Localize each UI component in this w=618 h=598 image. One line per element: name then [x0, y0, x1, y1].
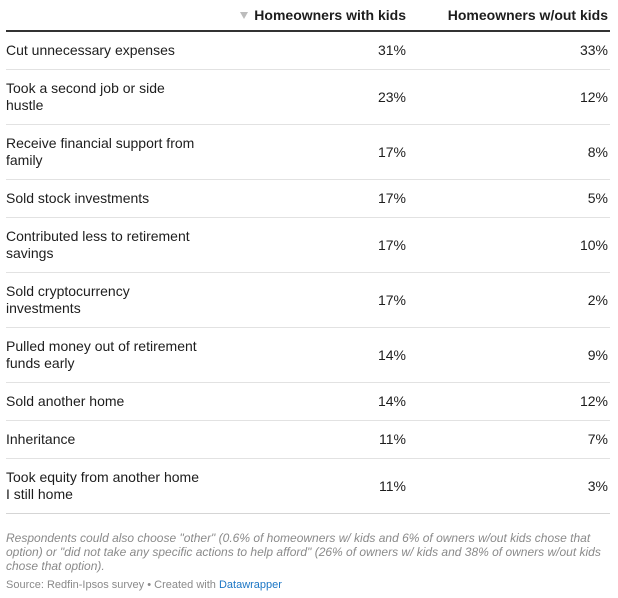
table-row: Inheritance 11% 7% — [6, 420, 610, 459]
value-with-kids: 17% — [212, 124, 408, 180]
row-label: Pulled money out of retirement funds ear… — [6, 327, 212, 383]
value-with-kids: 11% — [212, 420, 408, 459]
data-table: Homeowners with kids Homeowners w/out ki… — [6, 0, 610, 514]
value-without-kids: 10% — [408, 217, 610, 273]
row-label: Receive financial support from family — [6, 124, 212, 180]
row-label: Took equity from another home I still ho… — [6, 458, 212, 514]
value-without-kids: 12% — [408, 382, 610, 421]
value-without-kids: 5% — [408, 179, 610, 218]
value-with-kids: 31% — [212, 31, 408, 70]
header-with-kids[interactable]: Homeowners with kids — [212, 0, 408, 32]
value-with-kids: 17% — [212, 272, 408, 328]
sort-descending-icon — [240, 12, 249, 19]
value-without-kids: 7% — [408, 420, 610, 459]
header-without-kids[interactable]: Homeowners w/out kids — [408, 0, 610, 32]
value-with-kids: 17% — [212, 217, 408, 273]
table-row: Receive financial support from family 17%… — [6, 124, 610, 180]
header-with-kids-label: Homeowners with kids — [254, 7, 406, 23]
chart-footer: Source: Redfin-Ipsos survey • Created wi… — [6, 578, 282, 592]
footer-source: Source: Redfin-Ipsos survey • Created wi… — [6, 579, 219, 591]
header-label-column[interactable] — [6, 0, 212, 32]
datawrapper-link[interactable]: Datawrapper — [218, 579, 282, 591]
value-without-kids: 3% — [408, 458, 610, 514]
value-with-kids: 17% — [212, 179, 408, 218]
row-label: Sold another home — [6, 382, 212, 421]
table-row: Sold another home 14% 12% — [6, 382, 610, 421]
value-without-kids: 8% — [408, 124, 610, 180]
row-label: Sold stock investments — [6, 179, 212, 218]
table-row: Sold cryptocurrency investments 17% 2% — [6, 272, 610, 328]
row-label: Contributed less to retirement savings — [6, 217, 212, 273]
table-body: Cut unnecessary expenses 31% 33% Took a sec… — [6, 31, 610, 514]
row-label: Inheritance — [6, 420, 212, 459]
table-row: Pulled money out of retirement funds ear… — [6, 327, 610, 383]
value-with-kids: 23% — [212, 69, 408, 125]
value-with-kids: 11% — [212, 458, 408, 514]
value-without-kids: 9% — [408, 327, 610, 383]
row-label: Cut unnecessary expenses — [6, 31, 212, 70]
value-without-kids: 2% — [408, 272, 610, 328]
value-with-kids: 14% — [212, 382, 408, 421]
table-row: Cut unnecessary expenses 31% 33% — [6, 31, 610, 70]
table-row: Sold stock investments 17% 5% — [6, 179, 610, 218]
value-without-kids: 12% — [408, 69, 610, 125]
table-row: Took a second job or side hustle 23% 12% — [6, 69, 610, 125]
row-label: Sold cryptocurrency investments — [6, 272, 212, 328]
table-row: Took equity from another home I still ho… — [6, 458, 610, 514]
row-label: Took a second job or side hustle — [6, 69, 212, 125]
chart-notes: Respondents could also choose "other" (0… — [6, 531, 601, 573]
table-row: Contributed less to retirement savings 17… — [6, 217, 610, 273]
value-without-kids: 33% — [408, 31, 610, 70]
value-with-kids: 14% — [212, 327, 408, 383]
table-header-row: Homeowners with kids Homeowners w/out ki… — [6, 0, 610, 32]
